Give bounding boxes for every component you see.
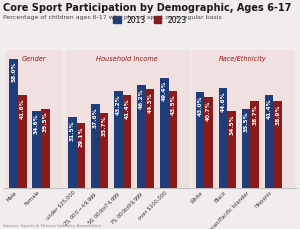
Text: Core Sport Participation by Demographic, Ages 6-17: Core Sport Participation by Demographic,…	[3, 3, 291, 13]
Bar	[160, 78, 169, 188]
Text: 44.6%: 44.6%	[220, 91, 225, 112]
Bar	[65, 50, 189, 188]
Text: 37.6%: 37.6%	[93, 107, 98, 127]
Text: 41.6%: 41.6%	[20, 98, 25, 118]
Bar	[6, 50, 62, 188]
Bar	[100, 113, 108, 188]
Text: 41.4%: 41.4%	[266, 98, 272, 119]
Text: 43.5%: 43.5%	[170, 94, 175, 114]
Text: 43.0%: 43.0%	[197, 95, 202, 115]
Bar	[192, 50, 294, 188]
Text: 35.5%: 35.5%	[43, 111, 48, 132]
Text: 41.4%: 41.4%	[124, 98, 130, 119]
Bar	[137, 85, 146, 188]
Legend: 2013, 2023: 2013, 2023	[110, 13, 190, 28]
Bar	[76, 123, 85, 188]
Text: Household Income: Household Income	[96, 56, 158, 62]
Text: 46.2%: 46.2%	[139, 88, 144, 108]
Bar	[41, 109, 50, 188]
Text: 34.5%: 34.5%	[229, 114, 234, 134]
Text: 38.7%: 38.7%	[252, 104, 257, 125]
Text: 58.0%: 58.0%	[11, 61, 16, 82]
Bar	[273, 102, 282, 188]
Bar	[18, 95, 27, 188]
Bar	[123, 96, 131, 188]
Text: 29.1%: 29.1%	[79, 125, 83, 146]
Bar	[91, 104, 100, 188]
Text: Source: Sports & Fitness Industry Association: Source: Sports & Fitness Industry Associ…	[3, 223, 101, 227]
Text: 31.5%: 31.5%	[70, 120, 75, 141]
Text: 33.7%: 33.7%	[101, 115, 106, 136]
Bar	[265, 96, 273, 188]
Bar	[146, 90, 154, 188]
Bar	[32, 111, 41, 188]
Text: 35.5%: 35.5%	[243, 111, 248, 132]
Text: 43.2%: 43.2%	[116, 94, 121, 115]
Bar	[196, 93, 204, 188]
Bar	[250, 102, 259, 188]
Bar	[219, 89, 227, 188]
Bar	[114, 92, 123, 188]
Bar	[242, 109, 250, 188]
Text: Gender: Gender	[22, 56, 46, 62]
Bar	[169, 91, 177, 188]
Text: 44.3%: 44.3%	[148, 92, 152, 112]
Text: 40.7%: 40.7%	[206, 100, 211, 120]
Text: Percentage of children ages 6-17 who played sport on a regular basis: Percentage of children ages 6-17 who pla…	[3, 15, 222, 20]
Text: 38.9%: 38.9%	[275, 104, 280, 124]
Text: 49.4%: 49.4%	[162, 81, 167, 101]
Bar	[204, 98, 213, 188]
Bar	[68, 118, 76, 188]
Bar	[227, 111, 236, 188]
Text: 34.6%: 34.6%	[34, 113, 39, 134]
Bar	[9, 59, 18, 188]
Text: Race/Ethnicity: Race/Ethnicity	[219, 56, 267, 62]
